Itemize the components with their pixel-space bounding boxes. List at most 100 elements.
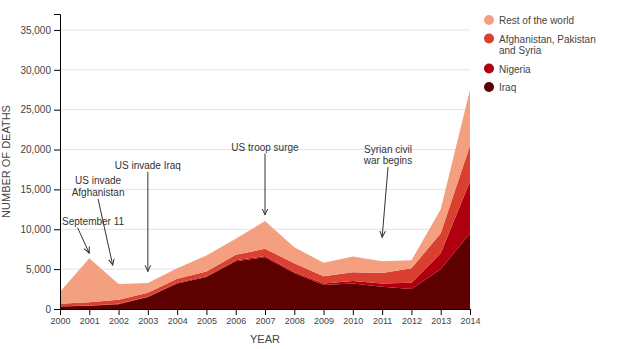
annotation: Syrian civilwar begins [363,144,412,167]
tick-label: 2003 [138,316,158,326]
legend-item: Iraq [484,82,516,93]
tick: 2012 [402,309,422,326]
annotations: September 11 US invadeAfghanistan US invad… [62,142,412,272]
tick-mark [54,229,60,230]
tick-mark [54,189,60,190]
tick-mark [265,309,266,315]
legend-label: Afghanistan, Pakistanand Syria [499,34,596,57]
legend: Rest of the world Afghanistan, Pakistanan… [484,15,596,93]
tick-mark [206,309,207,315]
tick-label: 35,000 [20,25,51,36]
legend-swatch [484,34,494,44]
tick: 5,000 [26,264,60,275]
tick: 2002 [109,309,129,326]
tick-label: 15,000 [20,184,51,195]
annotation-arrow [382,167,388,237]
x-axis: 2000 2001 2002 2003 2004 2005 2006 2007 2008 2009… [50,309,480,326]
annotation-arrow [78,228,90,254]
grid-line [60,69,470,70]
tick: 2010 [343,309,363,326]
legend-swatch [484,64,494,74]
legend-swatch [484,82,494,92]
tick-mark [54,70,60,71]
tick-label: 20,000 [20,144,51,155]
tick: 2003 [138,309,158,326]
tick: 2009 [314,309,334,326]
tick-label: 2011 [373,316,392,326]
area [60,90,470,304]
tick: 10,000 [20,224,60,235]
tick-mark [294,309,295,315]
annotation: US invadeAfghanistan [72,175,125,198]
tick-label: 25,000 [20,104,51,115]
tick: 2000 [50,309,70,326]
tick: 2004 [168,309,188,326]
tick-label: 2013 [431,316,451,326]
annotation: US invade Iraq [115,160,181,171]
tick: 2006 [226,309,246,326]
tick-label: 2012 [402,316,422,326]
tick-label: 2007 [255,316,275,326]
tick: 2008 [285,309,305,326]
tick-label: 2004 [168,316,188,326]
grid-line [60,29,470,30]
legend-item: Rest of the world [484,15,574,26]
tick-mark [324,309,325,315]
annotation: US troop surge [231,142,299,153]
grid [60,30,470,309]
grid-line [60,109,470,110]
annotation-arrow [98,199,113,265]
tick-label: 0 [45,304,51,315]
areas [60,90,470,309]
tick: 15,000 [20,184,60,195]
x-axis-title: YEAR [250,333,280,345]
tick-label: 2008 [285,316,305,326]
tick-label: 2010 [343,316,363,326]
tick: 35,000 [20,25,60,36]
tick: 2005 [197,309,217,326]
tick: 20,000 [20,144,60,155]
legend-label: Rest of the world [499,15,574,26]
tick-label: 2009 [314,316,334,326]
tick-mark [89,309,90,315]
tick: 2011 [373,309,392,326]
legend-swatch [484,15,494,25]
tick-mark [54,309,60,310]
annotation-arrow [147,172,148,272]
plot: 2000 2001 2002 2003 2004 2005 2006 2007 2008 2009… [0,15,596,346]
y-axis: 0 5,000 10,000 15,000 20,000 25,000 30,000 35,0… [20,15,60,315]
tick-label: 2006 [226,316,246,326]
legend-item: Nigeria [484,64,531,75]
tick-label: 10,000 [20,224,51,235]
axis-line [61,310,471,316]
tick-mark [119,309,120,315]
tick-label: 2002 [109,316,129,326]
tick-mark [54,269,60,270]
tick-label: 5,000 [26,264,51,275]
tick-mark [54,150,60,151]
tick-mark [54,110,60,111]
annotation-arrow [265,154,266,215]
legend-label: Iraq [499,82,516,93]
tick: 0 [45,304,60,315]
tick-mark [54,30,60,31]
tick: 2014 [460,309,480,326]
axis-line [54,15,61,310]
tick-label: 2001 [80,316,100,326]
tick: 30,000 [20,65,60,76]
tick-mark [411,309,412,315]
tick-mark [148,309,149,315]
tick-label: 2000 [50,316,70,326]
tick: 25,000 [20,104,60,115]
tick-mark [177,309,178,315]
y-axis-title: NUMBER OF DEATHS [0,105,12,218]
legend-label: Nigeria [499,64,531,75]
tick-label: 2014 [460,316,480,326]
annotation: September 11 [62,216,125,227]
tick: 2001 [80,309,100,326]
chart: 2000 2001 2002 2003 2004 2005 2006 2007 2008 2009… [0,0,620,349]
tick-label: 30,000 [20,65,51,76]
legend-item: Afghanistan, Pakistanand Syria [484,34,596,57]
tick-mark [236,309,237,315]
tick-label: 2005 [197,316,217,326]
